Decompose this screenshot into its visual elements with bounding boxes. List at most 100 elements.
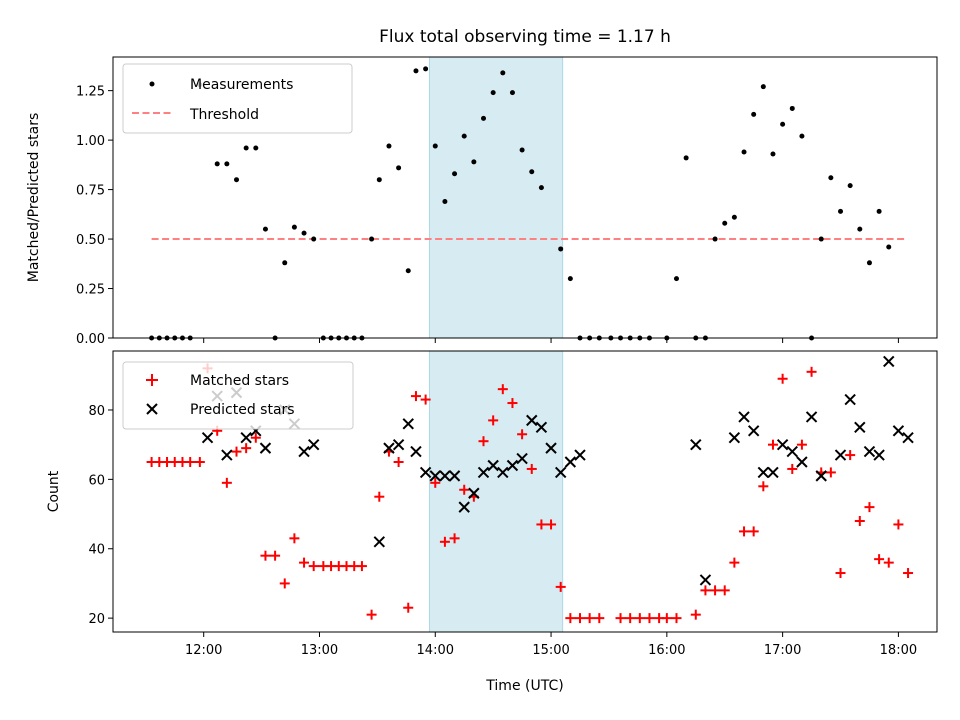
predicted-point bbox=[448, 470, 461, 482]
matched-point bbox=[644, 613, 655, 624]
y-axis-label-top: Matched/Predicted stars bbox=[26, 113, 42, 283]
measurement-point bbox=[770, 151, 776, 157]
matched-point bbox=[536, 519, 547, 530]
measurement-point bbox=[386, 143, 392, 149]
matched-point bbox=[430, 477, 441, 488]
measurement-point bbox=[799, 133, 805, 139]
x-tick-label: 13:00 bbox=[301, 643, 338, 658]
y-ticks-bottom: 20 40 60 80 bbox=[88, 404, 113, 627]
shaded-time-span bbox=[428, 350, 564, 633]
matched-point bbox=[625, 613, 636, 624]
matched-point bbox=[507, 398, 518, 409]
matched-point bbox=[864, 502, 875, 513]
predicted-point bbox=[554, 466, 567, 479]
matched-point bbox=[250, 432, 261, 443]
legend-label-measurements: Measurements bbox=[190, 77, 293, 93]
chart-title: Flux total observing time = 1.17 h bbox=[379, 27, 671, 47]
x-tick-label: 16:00 bbox=[648, 643, 685, 658]
measurement-point bbox=[760, 84, 766, 90]
measurement-point bbox=[866, 260, 872, 266]
measurement-point bbox=[558, 246, 564, 252]
measurement-point bbox=[461, 133, 467, 139]
matched-point bbox=[845, 450, 856, 461]
predicted-point bbox=[468, 487, 480, 499]
matched-point bbox=[710, 585, 721, 596]
predicted-point bbox=[402, 418, 414, 430]
predicted-point bbox=[767, 466, 779, 479]
matched-point bbox=[806, 366, 817, 377]
measurement-point bbox=[567, 276, 573, 282]
measurement-point bbox=[214, 161, 220, 167]
measurement-point bbox=[253, 145, 259, 151]
measurement-point bbox=[376, 177, 382, 183]
measurement-point bbox=[722, 220, 728, 226]
matched-point bbox=[478, 436, 489, 447]
x-tick-label: 14:00 bbox=[417, 643, 454, 658]
measurement-point bbox=[234, 177, 240, 183]
predicted-point bbox=[776, 438, 789, 451]
predicted-point bbox=[873, 449, 885, 461]
y-tick-label: 0.50 bbox=[76, 233, 105, 248]
matched-point bbox=[719, 585, 730, 596]
legend-box bbox=[122, 63, 353, 134]
predicted-point bbox=[728, 432, 741, 444]
matched-point bbox=[299, 557, 310, 568]
matched-point bbox=[231, 446, 242, 457]
legend-plus-marker bbox=[146, 374, 158, 386]
measurement-point bbox=[471, 159, 477, 165]
matched-point bbox=[883, 557, 894, 568]
matched-point bbox=[260, 550, 271, 561]
predicted-point bbox=[516, 452, 528, 465]
x-ticks-bottom: 12:00 13:00 14:00 15:00 16:00 17:00 18:00 bbox=[185, 632, 917, 658]
predicted-point bbox=[392, 438, 405, 451]
predicted-point bbox=[699, 574, 712, 586]
matched-point bbox=[488, 415, 499, 426]
matched-point bbox=[874, 554, 885, 565]
predicted-point bbox=[439, 470, 451, 482]
count-points bbox=[146, 355, 914, 624]
matched-point bbox=[758, 481, 769, 492]
x-ticks-top bbox=[203, 338, 899, 343]
matched-point bbox=[497, 384, 508, 395]
predicted-point bbox=[690, 438, 702, 451]
legend-dot-marker bbox=[149, 81, 155, 87]
measurement-point bbox=[751, 111, 757, 117]
y-tick-label: 0.75 bbox=[76, 184, 105, 199]
predicted-point bbox=[298, 445, 310, 458]
matched-point bbox=[615, 613, 626, 624]
measurement-point bbox=[789, 105, 795, 111]
predicted-point bbox=[796, 456, 808, 468]
matched-point bbox=[517, 429, 528, 440]
matched-point bbox=[767, 439, 778, 450]
matched-point bbox=[825, 467, 836, 478]
measurement-point bbox=[369, 236, 375, 242]
matched-point bbox=[574, 613, 585, 624]
matched-point bbox=[690, 609, 701, 620]
predicted-point bbox=[863, 445, 876, 458]
measurement-point bbox=[311, 236, 317, 242]
matched-point bbox=[796, 439, 807, 450]
y-tick-label: 40 bbox=[88, 543, 105, 558]
y-tick-label: 60 bbox=[88, 473, 105, 488]
matched-point bbox=[565, 613, 576, 624]
predicted-point bbox=[383, 442, 395, 454]
y-tick-label: 1.00 bbox=[76, 134, 105, 149]
measurement-point bbox=[538, 185, 544, 191]
predicted-point bbox=[786, 445, 798, 458]
matched-point bbox=[241, 443, 252, 454]
matched-point bbox=[700, 585, 711, 596]
matched-point bbox=[671, 613, 682, 624]
matched-point bbox=[594, 613, 605, 624]
matched-point bbox=[366, 609, 377, 620]
predicted-point bbox=[419, 466, 432, 479]
predicted-point bbox=[240, 432, 252, 444]
x-tick-label: 15:00 bbox=[532, 643, 569, 658]
matched-point bbox=[449, 533, 460, 544]
legend-x-marker bbox=[146, 403, 158, 415]
predicted-point bbox=[854, 421, 866, 434]
plot-frame-bottom bbox=[112, 350, 938, 633]
measurement-point bbox=[423, 66, 429, 72]
measurement-point bbox=[224, 161, 230, 167]
